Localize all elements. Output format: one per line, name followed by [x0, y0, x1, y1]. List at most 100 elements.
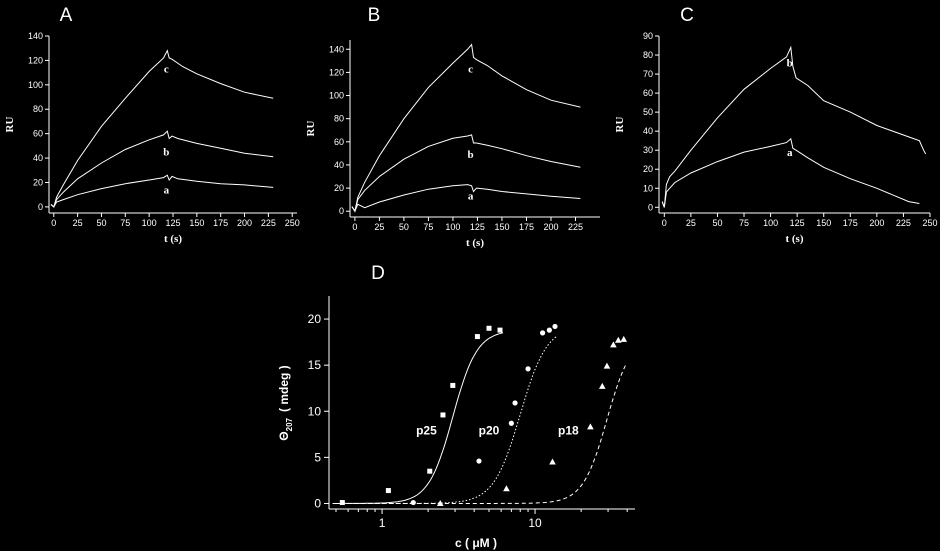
panel-label: B	[368, 5, 381, 26]
series-a-label: a	[787, 147, 793, 159]
x-tick-label: 150	[189, 218, 204, 228]
x-tick-label: 75	[739, 218, 749, 228]
y-tick-label: 90	[643, 31, 653, 41]
series-p20-point	[476, 458, 482, 464]
x-tick-label: 10	[528, 516, 542, 530]
x-tick-label: 175	[213, 218, 228, 228]
series-p18-point	[603, 362, 611, 369]
panel-d: D 1 10 0 5 10 15 20 c ( μM ) Θ207 ( mdeg ) p25 p20 p1…	[277, 263, 635, 550]
y-tick-label: 100	[28, 80, 43, 90]
series-b-line	[351, 134, 581, 213]
series-a-line	[351, 184, 581, 213]
y-tick-label: 120	[329, 67, 344, 77]
y-tick-label: 40	[643, 126, 653, 136]
series-p25-point	[450, 382, 456, 388]
x-tick-label: 100	[445, 222, 460, 232]
panel-b: B 0 25 50 75 100 125 150 175 200 225 0 20 40 60 80 100 12…	[305, 5, 600, 249]
series-p18-label: p18	[558, 423, 579, 437]
x-tick-label: 0	[662, 218, 667, 228]
y-tick-label: 0	[648, 202, 653, 212]
x-tick-label: 150	[816, 218, 831, 228]
y-tick-label: 60	[33, 129, 43, 139]
series-p20-point	[512, 400, 518, 406]
x-tick-label: 225	[261, 218, 276, 228]
x-tick-label: 125	[790, 218, 805, 228]
x-tick-label: 250	[922, 218, 937, 228]
series-p25-point	[339, 500, 345, 506]
series-p20-point	[552, 323, 558, 330]
x-tick-label: 100	[763, 218, 778, 228]
y-tick-label: 60	[643, 88, 653, 98]
series-a-line	[50, 174, 274, 208]
series-p20-point	[508, 420, 514, 426]
y-tick-label: 30	[643, 145, 653, 155]
series-p25-point	[440, 412, 446, 418]
x-axis-label: t (s)	[466, 237, 484, 249]
x-tick-label: 250	[285, 218, 300, 228]
series-a-label: a	[164, 184, 170, 196]
x-tick-label: 50	[96, 218, 106, 228]
x-axis-label: t (s)	[164, 233, 182, 245]
series-p18-fit	[332, 365, 626, 504]
x-tick-label: 25	[374, 222, 384, 232]
series-p18-point	[620, 335, 628, 342]
series-a-label: a	[468, 191, 474, 203]
y-axis-label: RU	[614, 117, 626, 133]
series-b-label: b	[787, 57, 793, 69]
x-tick-label: 175	[843, 218, 858, 228]
series-p18-point	[615, 336, 622, 343]
y-axis-label: RU	[305, 121, 317, 137]
x-tick-label: 1	[379, 516, 386, 530]
y-tick-label: 140	[329, 44, 344, 54]
x-tick-label: 200	[237, 218, 252, 228]
series-p20-point	[539, 330, 546, 336]
series-p18-point	[587, 423, 594, 430]
x-tick-label: 225	[568, 222, 583, 232]
panel-a: A 0 25 50 75 100 125 150 175 200 225 250 0 20 40 60 80 10…	[4, 5, 300, 245]
x-axis-label: t (s)	[785, 233, 803, 245]
series-c-line	[50, 49, 274, 208]
y-tick-label: 20	[33, 177, 43, 187]
y-axis-label-symbol: Θ	[277, 431, 291, 440]
x-tick-label: 225	[896, 218, 911, 228]
x-tick-label: 0	[51, 218, 56, 228]
series-p18-point	[598, 382, 606, 389]
y-tick-label: 70	[643, 69, 653, 79]
y-tick-label: 10	[643, 183, 653, 193]
y-tick-label: 15	[308, 358, 322, 372]
y-tick-label: 0	[314, 496, 321, 510]
series-p18-point	[503, 485, 510, 492]
x-axis-label: c ( μM )	[455, 536, 497, 550]
series-p25-label: p25	[416, 423, 437, 437]
series-p25-point	[486, 325, 492, 331]
series-a-line	[661, 137, 920, 208]
y-tick-label: 80	[334, 114, 344, 124]
x-tick-label: 75	[120, 218, 130, 228]
x-tick-label: 175	[519, 222, 534, 232]
x-tick-label: 200	[869, 218, 884, 228]
panel-label: A	[60, 5, 73, 26]
x-tick-label: 125	[470, 222, 485, 232]
y-tick-label: 20	[334, 183, 344, 193]
x-tick-label: 25	[73, 218, 83, 228]
series-p25-fit	[332, 332, 504, 504]
y-axis-label: Θ207 ( mdeg )	[277, 365, 294, 440]
y-tick-label: 0	[38, 202, 43, 212]
series-p18-point	[549, 458, 556, 465]
panel-label: D	[371, 263, 385, 284]
x-tick-label: 125	[165, 218, 180, 228]
series-c-label: c	[164, 64, 169, 76]
series-p25-point	[385, 488, 391, 494]
x-tick-label: 50	[712, 218, 722, 228]
series-b-label: b	[163, 147, 169, 159]
y-tick-label: 40	[33, 153, 43, 163]
y-tick-label: 80	[33, 104, 43, 114]
y-tick-label: 0	[339, 206, 344, 216]
y-axis-label-subscript: 207	[285, 417, 294, 431]
y-tick-label: 40	[334, 160, 344, 170]
y-tick-label: 20	[643, 164, 653, 174]
panel-label: C	[680, 5, 694, 26]
y-tick-label: 10	[308, 404, 322, 418]
series-p20-point	[525, 366, 531, 372]
